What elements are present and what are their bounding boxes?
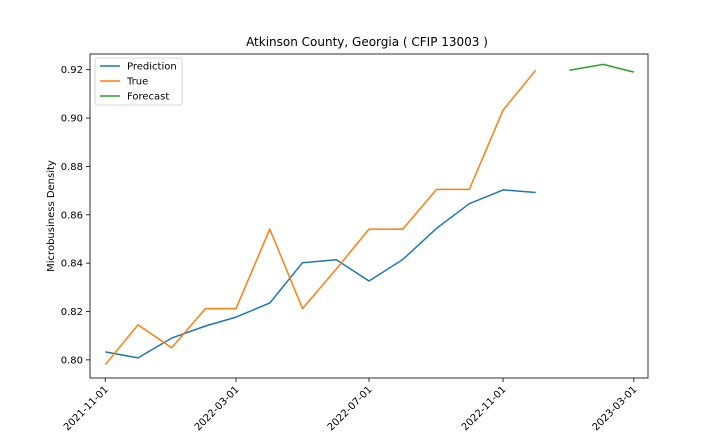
y-tick-label: 0.92 [61,65,83,76]
series-line-forecast [569,63,634,73]
legend: Prediction True Forecast [94,57,183,106]
series-layer [104,63,634,366]
y-tick-label: 0.90 [61,114,83,125]
legend-label-true: True [126,77,148,88]
x-tick-label: 2021-11-01 [62,384,111,432]
series-line-true [104,69,537,366]
y-tick-label: 0.88 [61,162,83,173]
x-tick-label: 2022-07-01 [326,384,375,432]
legend-label-prediction: Prediction [127,62,177,73]
y-tick-label: 0.82 [61,307,83,318]
x-tick-label: 2022-11-01 [460,384,509,432]
legend-box [94,57,183,106]
chart-title: Atkinson County, Georgia ( CFIP 13003 ) [246,35,488,49]
x-tick-label: 2022-03-01 [193,384,242,432]
series-line-prediction [105,189,536,359]
axes-layer: 0.80 0.82 0.84 0.86 0.88 0.90 0.92 2021-11-01 20… [61,65,640,432]
y-tick-label: 0.84 [61,259,83,270]
y-axis-label: Microbusiness Density [46,160,57,272]
legend-label-forecast: Forecast [127,92,169,103]
x-tick-label: 2023-03-01 [591,384,640,432]
y-tick-label: 0.86 [61,210,83,221]
y-tick-label: 0.80 [61,355,83,366]
